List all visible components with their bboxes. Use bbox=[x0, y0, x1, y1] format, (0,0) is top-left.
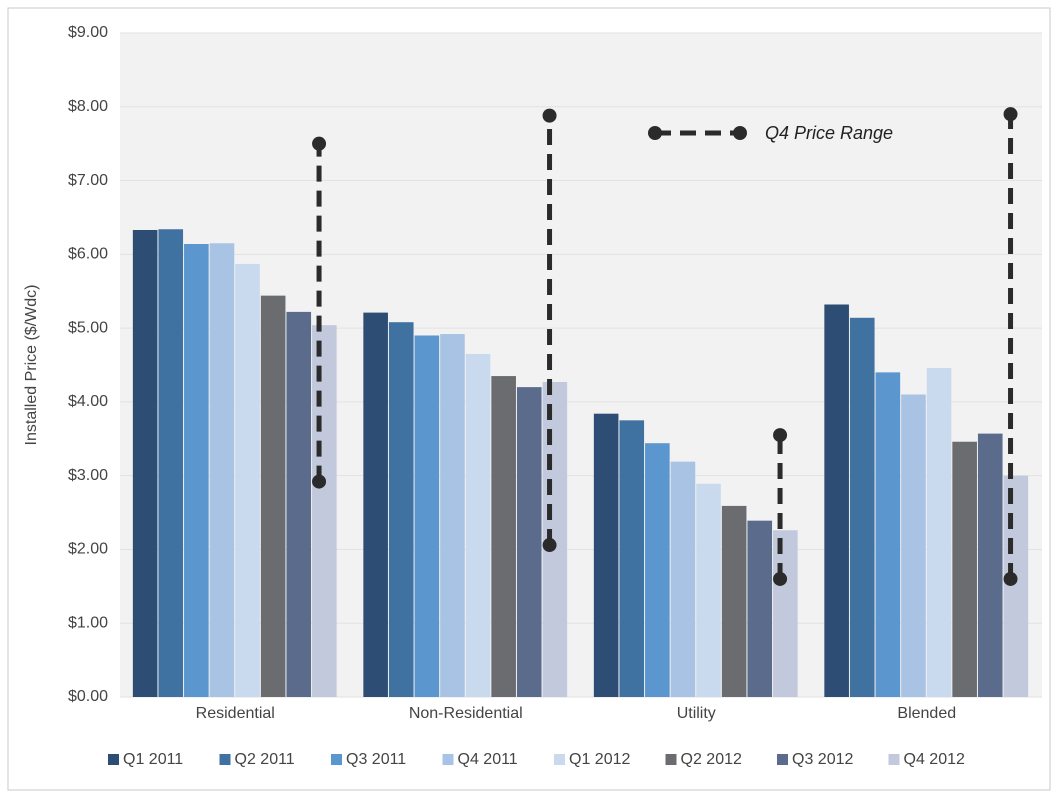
range-low bbox=[1003, 571, 1018, 586]
bar bbox=[388, 322, 414, 697]
legend-swatch bbox=[442, 754, 454, 765]
x-tick-label: Utility bbox=[677, 705, 716, 722]
range-high bbox=[312, 136, 327, 151]
legend-swatch bbox=[777, 754, 788, 765]
y-tick-label: $0.00 bbox=[68, 688, 108, 705]
legend-label: Q4 2012 bbox=[904, 751, 965, 768]
x-tick-label: Non-Residential bbox=[409, 705, 523, 722]
bar bbox=[235, 263, 260, 697]
legend-range-dot bbox=[733, 126, 747, 140]
range-high bbox=[773, 428, 788, 443]
y-tick-label: $8.00 bbox=[68, 98, 108, 115]
bar bbox=[875, 372, 901, 697]
range-high bbox=[1003, 107, 1018, 122]
legend-label: Q2 2012 bbox=[681, 751, 742, 768]
range-low bbox=[542, 538, 557, 553]
x-tick-label: Residential bbox=[196, 705, 275, 722]
bar bbox=[849, 317, 875, 697]
legend-label: Q1 2012 bbox=[569, 751, 630, 768]
legend-swatch bbox=[108, 754, 119, 765]
bar bbox=[824, 304, 849, 697]
legend-label: Q3 2012 bbox=[792, 751, 853, 768]
bar bbox=[926, 367, 952, 697]
y-tick-label: $5.00 bbox=[68, 319, 108, 336]
y-tick-label: $3.00 bbox=[68, 467, 108, 484]
legend-swatch bbox=[219, 754, 231, 765]
legend-range-label: Q4 Price Range bbox=[765, 123, 893, 143]
y-tick-label: $6.00 bbox=[68, 246, 108, 263]
bar bbox=[491, 376, 516, 697]
bar bbox=[516, 387, 542, 697]
bar bbox=[414, 335, 440, 697]
bar bbox=[440, 334, 465, 697]
bar bbox=[158, 229, 184, 697]
legend-label: Q4 2011 bbox=[458, 751, 518, 768]
bar bbox=[1003, 475, 1029, 697]
bar bbox=[260, 295, 286, 697]
bar bbox=[619, 420, 645, 697]
legend-label: Q1 2011 bbox=[123, 751, 183, 768]
y-tick-label: $4.00 bbox=[68, 393, 108, 410]
bar bbox=[363, 312, 388, 697]
bar bbox=[184, 244, 209, 697]
legend-swatch bbox=[888, 754, 900, 765]
x-tick-label: Blended bbox=[897, 705, 956, 722]
bar bbox=[696, 483, 721, 697]
range-low bbox=[773, 571, 788, 586]
bar bbox=[209, 243, 235, 697]
y-tick-label: $7.00 bbox=[68, 172, 108, 189]
y-axis-label: Installed Price ($/Wdc) bbox=[23, 285, 40, 446]
bar bbox=[465, 353, 491, 697]
bar bbox=[645, 443, 670, 697]
bar bbox=[977, 433, 1003, 697]
range-high bbox=[542, 108, 557, 123]
bar bbox=[670, 461, 696, 697]
y-tick-label: $2.00 bbox=[68, 541, 108, 558]
bar bbox=[952, 441, 977, 697]
bar bbox=[773, 530, 798, 697]
bar bbox=[312, 325, 337, 697]
legend-label: Q3 2011 bbox=[346, 751, 406, 768]
y-tick-label: $9.00 bbox=[68, 24, 108, 41]
legend-swatch bbox=[665, 754, 677, 765]
bar bbox=[132, 229, 158, 697]
legend-swatch bbox=[554, 754, 565, 765]
legend-range-dot bbox=[648, 126, 662, 140]
y-tick-label: $1.00 bbox=[68, 614, 108, 631]
bar bbox=[901, 394, 926, 697]
range-low bbox=[312, 474, 327, 489]
legend-label: Q2 2011 bbox=[235, 751, 295, 768]
bar bbox=[747, 520, 773, 697]
bar bbox=[721, 505, 747, 697]
legend-swatch bbox=[331, 754, 342, 765]
bar bbox=[286, 311, 312, 697]
bar bbox=[593, 413, 619, 697]
